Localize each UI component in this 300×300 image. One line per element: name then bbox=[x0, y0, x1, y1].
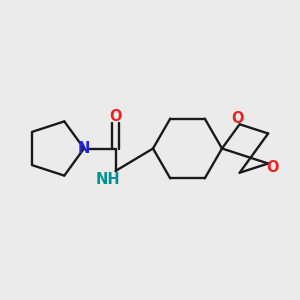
Text: N: N bbox=[78, 141, 90, 156]
Text: NH: NH bbox=[96, 172, 120, 188]
Text: O: O bbox=[267, 160, 279, 175]
Text: O: O bbox=[109, 109, 122, 124]
Text: O: O bbox=[232, 111, 244, 126]
